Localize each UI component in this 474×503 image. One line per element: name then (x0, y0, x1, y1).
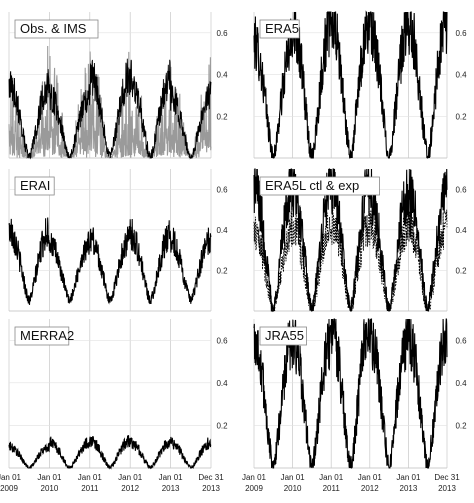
panel-title: Obs. & IMS (20, 21, 87, 36)
x-tick-label-year: 2012 (121, 484, 139, 493)
x-tick-label: Dec 31 (198, 473, 224, 482)
series-line-1 (253, 10, 448, 159)
y-tick-label: 0.4 (216, 71, 228, 80)
x-tick-label-year: 2009 (245, 484, 263, 493)
x-tick-label: Jan 01 (0, 473, 22, 482)
panel-title-box (259, 176, 380, 196)
y-tick-label: 0.6 (455, 336, 467, 345)
series-line-2 (8, 58, 212, 160)
x-tick-label: Dec 31 (434, 473, 460, 482)
x-tick-label-year: 2013 (162, 484, 180, 493)
y-tick-label: 0.4 (216, 226, 228, 235)
y-tick-label: 0.2 (455, 112, 467, 121)
y-tick-label: 0.4 (455, 71, 467, 80)
panel-title-box (14, 176, 55, 196)
panel-6: 0.2 0.4 0.6 JRA55 (253, 318, 467, 469)
x-tick-label-year: 2010 (41, 484, 59, 493)
panel-title: ERAI (20, 178, 50, 193)
x-tick-label: Jan 01 (242, 473, 267, 482)
x-tick-label-year: 2013 (400, 484, 418, 493)
y-tick-label: 0.6 (216, 336, 228, 345)
panel-1: 0.2 0.4 0.6 Obs. & IMS (8, 12, 228, 160)
panel-title-box (259, 326, 307, 346)
y-tick-label: 0.2 (455, 421, 467, 430)
x-tick-label-year: 2010 (284, 484, 302, 493)
panel-title-box (14, 326, 70, 346)
y-tick-label: 0.2 (216, 421, 228, 430)
y-tick-label: 0.2 (216, 266, 228, 275)
panel-3: 0.2 0.4 0.6 ERAI (8, 169, 228, 312)
y-tick-label: 0.2 (216, 112, 228, 121)
x-tick-label-year: 2011 (81, 484, 99, 493)
y-tick-label: 0.4 (216, 379, 228, 388)
x-tick-label-year: 2009 (0, 484, 18, 493)
x-tick-label-year: 2013 (438, 484, 456, 493)
x-tick-label-year: 2011 (323, 484, 341, 493)
x-tick-label: Jan 01 (396, 473, 421, 482)
panel-title: JRA55 (265, 328, 304, 343)
y-tick-label: 0.4 (455, 226, 467, 235)
panel-title: MERRA2 (20, 328, 74, 343)
x-tick-label-year: 2013 (202, 484, 220, 493)
y-tick-label: 0.6 (216, 185, 228, 194)
x-tick-label: Jan 01 (358, 473, 383, 482)
x-tick-label: Jan 01 (118, 473, 143, 482)
panel-title-box (14, 19, 99, 39)
series-line-1 (8, 217, 212, 305)
y-tick-label: 0.6 (216, 29, 228, 38)
x-tick-label: Jan 01 (78, 473, 103, 482)
x-tick-label-year: 2012 (361, 484, 379, 493)
x-tick-label: Jan 01 (319, 473, 344, 482)
series-line-1 (8, 435, 212, 470)
y-tick-label: 0.6 (455, 29, 467, 38)
x-tick-label: Jan 01 (37, 473, 62, 482)
series-line-1 (253, 318, 448, 469)
panel-5: 0.2 0.4 0.6 MERRA2 (8, 319, 228, 470)
series-line-2 (253, 204, 448, 313)
panel-2: 0.2 0.4 0.6 ERA5 (253, 10, 467, 159)
y-tick-label: 0.4 (455, 379, 467, 388)
x-tick-label: Jan 01 (281, 473, 306, 482)
y-tick-label: 0.2 (455, 266, 467, 275)
panel-title: ERA5 (265, 21, 299, 36)
panel-title-box (259, 19, 300, 39)
y-tick-label: 0.6 (455, 185, 467, 194)
panel-4: 0.2 0.4 0.6 ERA5L ctl & exp (253, 168, 467, 313)
panel-title: ERA5L ctl & exp (265, 178, 359, 193)
x-tick-label: Jan 01 (159, 473, 184, 482)
series-line-1 (8, 45, 212, 160)
